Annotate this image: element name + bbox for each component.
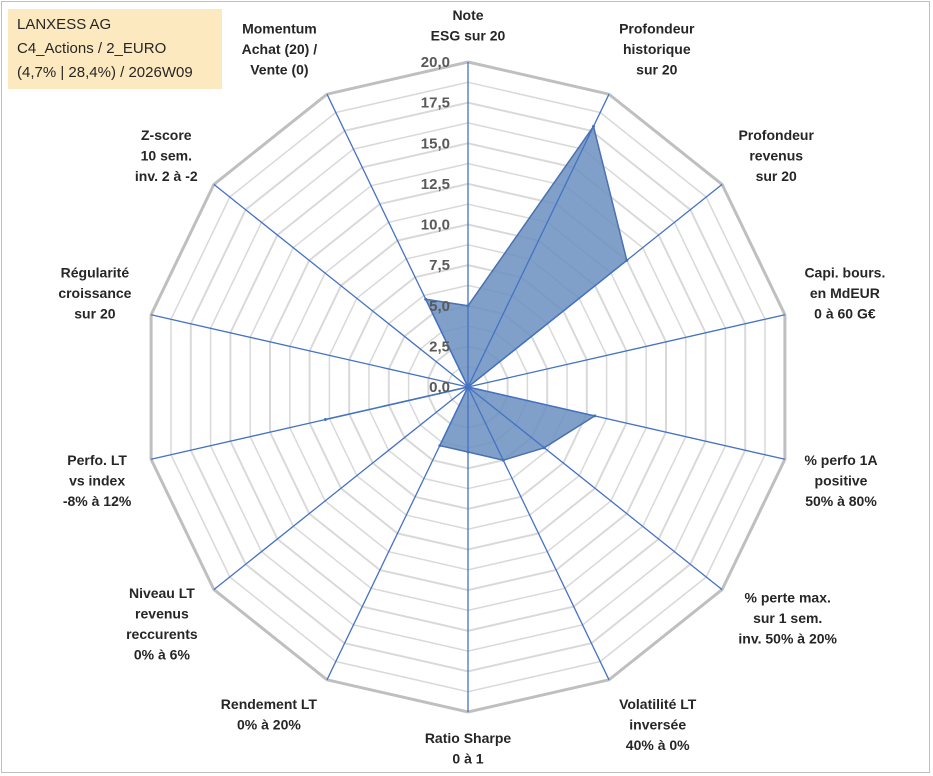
tick-label: 10,0 (421, 217, 450, 234)
axis-label: % perte max. sur 1 sem. inv. 50% à 20% (738, 589, 837, 646)
axis-spoke (326, 93, 469, 388)
tick-label: 2,5 (429, 338, 450, 355)
axis-label: Momentum Achat (20) / Vente (0) (242, 21, 318, 78)
axis-label: % perfo 1A positive 50% à 80% (804, 452, 877, 509)
axis-spoke (213, 386, 469, 591)
tick-label: 7,5 (429, 257, 450, 274)
axis-spoke (467, 386, 786, 460)
info-box: LANXESS AG C4_Actions / 2_EURO (4,7% | 2… (8, 9, 222, 89)
axis-label: Régularité croissance sur 20 (58, 265, 131, 322)
axis-label: Perfo. LT vs index -8% à 12% (63, 452, 132, 509)
tick-label: 17,5 (421, 95, 450, 112)
axis-spoke (467, 386, 610, 681)
spoke-layer (150, 62, 786, 712)
tick-label: 20,0 (421, 54, 450, 71)
axis-label: Note ESG sur 20 (431, 7, 506, 44)
axis-spoke (213, 183, 469, 388)
axis-spoke (467, 183, 723, 388)
axis-spoke (150, 386, 469, 460)
axis-spoke (326, 386, 469, 681)
info-category: C4_Actions / 2_EURO (17, 40, 167, 57)
axis-label: Volatilité LT inversée 40% à 0% (619, 696, 697, 753)
info-stats: (4,7% | 28,4%) / 2026W09 (17, 64, 193, 81)
axis-label: Z-score 10 sem. inv. 2 à -2 (135, 127, 198, 184)
axis-spoke (467, 314, 786, 388)
tick-labels: 0,0 2,5 5,0 7,5 10,0 12,5 15,0 17,5 20,0 (421, 54, 450, 396)
series-area (325, 124, 628, 461)
axis-label: Profondeur revenus sur 20 (738, 127, 814, 184)
tick-label: 5,0 (429, 298, 450, 315)
axis-spoke (467, 93, 610, 388)
axis-label: Rendement LT 0% à 20% (221, 696, 318, 733)
tick-label: 12,5 (421, 176, 450, 193)
axis-label: Capi. bours. en MdEUR 0 à 60 G€ (804, 265, 885, 322)
tick-label: 0,0 (429, 379, 450, 396)
tick-label: 15,0 (421, 135, 450, 152)
axis-spoke (150, 314, 469, 388)
axis-label: Niveau LT revenus reccurents 0% à 6% (126, 585, 198, 663)
axis-labels: Note ESG sur 20 Profondeur historique sur 20… (58, 7, 885, 767)
axis-spoke (467, 386, 723, 591)
info-title: LANXESS AG (17, 16, 112, 33)
axis-label: Ratio Sharpe 0 à 1 (425, 730, 512, 767)
axis-label: Profondeur historique sur 20 (619, 21, 695, 78)
